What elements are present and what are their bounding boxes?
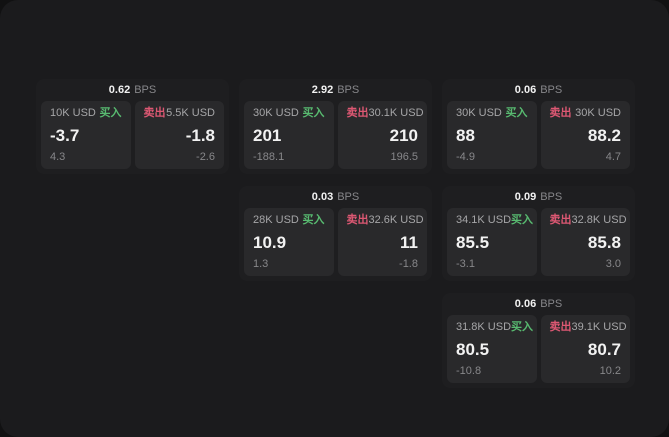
spread-header: 0.62 BPS [36,79,229,101]
buy-amount: 28K USD [253,214,299,226]
spread-bps-value: 0.62 [108,83,131,96]
sell-side-label: 卖出 [549,107,572,119]
sell-panel[interactable]: 卖出 32.8K USD 85.8 3.0 [540,208,630,276]
buy-side-label: 买入 [511,321,534,333]
buy-panel[interactable]: 30K USD 买入 201 -188.1 [244,101,334,169]
quote-card: 0.03 BPS 28K USD 买入 10.9 1.3 卖出 32.6K US… [239,186,432,281]
quote-panels: 28K USD 买入 10.9 1.3 卖出 32.6K USD 11 -1.8 [239,208,432,281]
buy-amount: 10K USD [50,107,96,119]
buy-side-label: 买入 [99,107,122,119]
buy-sub-value: -10.8 [456,365,482,377]
sell-price: 11 [400,232,418,252]
sell-panel[interactable]: 卖出 30.1K USD 210 196.5 [337,101,427,169]
buy-price: -3.7 [50,125,80,145]
sell-sub-value: -1.8 [399,258,418,270]
spread-bps-unit: BPS [540,190,563,203]
sell-amount: 30K USD [575,107,621,119]
cards-grid: 0.62 BPS 10K USD 买入 -3.7 4.3 卖出 5.5K USD… [36,79,635,388]
sell-panel[interactable]: 卖出 30K USD 88.2 4.7 [540,101,630,169]
buy-amount: 34.1K USD [456,214,512,226]
spread-bps-value: 0.06 [514,83,537,96]
buy-amount: 31.8K USD [456,321,512,333]
sell-price: 80.7 [587,339,621,359]
sell-side-label: 卖出 [549,321,572,333]
spread-header: 0.06 BPS [442,79,635,101]
sell-sub-value: 3.0 [605,258,621,270]
spread-bps-unit: BPS [540,83,563,96]
sell-panel[interactable]: 卖出 32.6K USD 11 -1.8 [337,208,427,276]
sell-amount: 32.6K USD [368,214,424,226]
spread-bps-unit: BPS [134,83,157,96]
buy-sub-value: -3.1 [456,258,475,270]
sell-amount: 39.1K USD [571,321,627,333]
sell-sub-value: -2.6 [196,151,215,163]
quote-card: 0.62 BPS 10K USD 买入 -3.7 4.3 卖出 5.5K USD… [36,79,229,174]
sell-price: 210 [389,125,418,145]
sell-amount: 32.8K USD [571,214,627,226]
spread-bps-value: 2.92 [311,83,334,96]
buy-side-label: 买入 [505,107,528,119]
buy-panel[interactable]: 31.8K USD 买入 80.5 -10.8 [447,315,537,383]
buy-sub-value: 4.3 [50,151,66,163]
spread-bps-value: 0.09 [514,190,537,203]
buy-price: 88 [456,125,475,145]
quote-panels: 34.1K USD 买入 85.5 -3.1 卖出 32.8K USD 85.8… [442,208,635,281]
quote-panels: 31.8K USD 买入 80.5 -10.8 卖出 39.1K USD 80.… [442,315,635,388]
spread-bps-unit: BPS [337,83,360,96]
spread-header: 0.03 BPS [239,186,432,208]
buy-panel[interactable]: 28K USD 买入 10.9 1.3 [244,208,334,276]
sell-amount: 30.1K USD [368,107,424,119]
sell-sub-value: 196.5 [390,151,418,163]
spread-header: 0.09 BPS [442,186,635,208]
quote-card: 0.06 BPS 30K USD 买入 88 -4.9 卖出 30K USD 8… [442,79,635,174]
buy-price: 85.5 [456,232,490,252]
sell-sub-value: 4.7 [605,151,621,163]
spread-bps-unit: BPS [540,297,563,310]
quote-panels: 30K USD 买入 201 -188.1 卖出 30.1K USD 210 1… [239,101,432,174]
sell-panel[interactable]: 卖出 39.1K USD 80.7 10.2 [540,315,630,383]
buy-side-label: 买入 [511,214,534,226]
buy-amount: 30K USD [253,107,299,119]
spread-header: 0.06 BPS [442,293,635,315]
buy-side-label: 买入 [302,214,325,226]
buy-panel[interactable]: 34.1K USD 买入 85.5 -3.1 [447,208,537,276]
quote-panels: 30K USD 买入 88 -4.9 卖出 30K USD 88.2 4.7 [442,101,635,174]
quote-card: 2.92 BPS 30K USD 买入 201 -188.1 卖出 30.1K … [239,79,432,174]
buy-side-label: 买入 [302,107,325,119]
sell-side-label: 卖出 [549,214,572,226]
buy-sub-value: -188.1 [253,151,285,163]
buy-sub-value: 1.3 [253,258,269,270]
spread-bps-value: 0.03 [311,190,334,203]
quote-card: 0.06 BPS 31.8K USD 买入 80.5 -10.8 卖出 39.1… [442,293,635,388]
sell-panel[interactable]: 卖出 5.5K USD -1.8 -2.6 [134,101,224,169]
sell-amount: 5.5K USD [166,107,215,119]
buy-price: 10.9 [253,232,287,252]
sell-side-label: 卖出 [346,107,369,119]
quote-panels: 10K USD 买入 -3.7 4.3 卖出 5.5K USD -1.8 -2.… [36,101,229,174]
buy-price: 201 [253,125,282,145]
sell-price: 85.8 [587,232,621,252]
buy-panel[interactable]: 10K USD 买入 -3.7 4.3 [41,101,131,169]
buy-sub-value: -4.9 [456,151,475,163]
sell-price: -1.8 [185,125,215,145]
sell-side-label: 卖出 [346,214,369,226]
buy-price: 80.5 [456,339,490,359]
spread-header: 2.92 BPS [239,79,432,101]
quote-card: 0.09 BPS 34.1K USD 买入 85.5 -3.1 卖出 32.8K… [442,186,635,281]
spread-bps-unit: BPS [337,190,360,203]
buy-amount: 30K USD [456,107,502,119]
spread-bps-value: 0.06 [514,297,537,310]
buy-panel[interactable]: 30K USD 买入 88 -4.9 [447,101,537,169]
sell-sub-value: 10.2 [599,365,621,377]
sell-side-label: 卖出 [143,107,166,119]
sell-price: 88.2 [587,125,621,145]
